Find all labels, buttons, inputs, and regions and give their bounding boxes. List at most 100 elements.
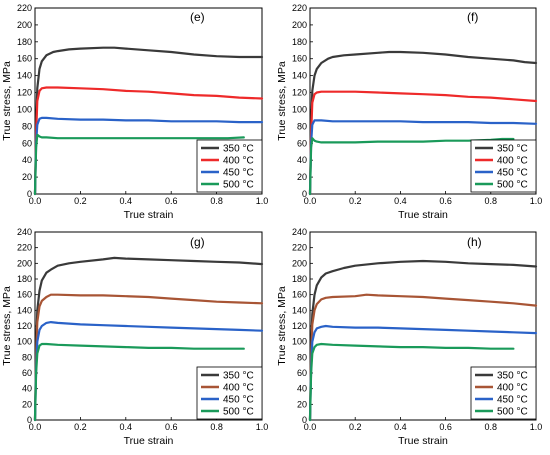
y-tick-label: 120 (17, 88, 32, 98)
y-tick-label: 60 (22, 368, 32, 378)
chart-panel-g: 0 20 40 60 80 100 120 140 160 180 200 220 240 0.0 0.2 0… (1, 227, 268, 447)
x-tick-label: 0.8 (210, 422, 223, 432)
y-tick-label: 120 (17, 321, 32, 331)
y-tick-label: 100 (17, 104, 32, 114)
y-tick-label: 200 (17, 258, 32, 268)
x-tick-label: 1.0 (256, 422, 269, 432)
y-tick-label: 180 (17, 274, 32, 284)
series-line-1 (33, 46, 264, 196)
y-tick-label: 180 (17, 37, 32, 47)
y-tick-label: 60 (297, 138, 307, 148)
legend-entry: 400 °C (497, 383, 528, 394)
legend-entry: 350 °C (497, 144, 528, 155)
y-tick-label: 200 (292, 258, 307, 268)
y-axis-label: True stress, MPa (1, 286, 13, 366)
x-tick-label: 0.4 (120, 196, 133, 206)
chart-panel-f: 0 20 40 60 80 100 120 140 160 180 200 220 0.0 0.2 0.4 0… (276, 3, 542, 221)
y-tick-label: 160 (292, 54, 307, 64)
y-tick-label: 160 (292, 290, 307, 300)
y-tick-label: 220 (17, 243, 32, 253)
x-tick-label: 1.0 (530, 422, 543, 432)
series-line-4 (308, 342, 515, 422)
y-tick-label: 100 (17, 337, 32, 347)
y-tick-label: 220 (292, 243, 307, 253)
y-tick-label: 100 (292, 104, 307, 114)
y-tick-label: 160 (17, 54, 32, 64)
x-tick-label: 0.6 (165, 422, 178, 432)
x-tick-label: 0.0 (304, 196, 317, 206)
y-tick-label: 120 (292, 321, 307, 331)
series-line-3 (308, 119, 538, 196)
y-tick-label: 80 (297, 121, 307, 131)
y-tick-label: 240 (292, 227, 307, 237)
y-tick-label: 200 (17, 20, 32, 30)
legend-entry: 400 °C (223, 156, 254, 167)
x-tick-label: 1.0 (256, 196, 269, 206)
x-tick-label: 1.0 (530, 196, 543, 206)
chart-panel-h: 0 20 40 60 80 100 120 140 160 180 200 220 240 0.0 0.2 0… (276, 227, 542, 447)
x-tick-label: 0.4 (394, 196, 407, 206)
y-tick-label: 0 (27, 189, 32, 199)
y-tick-label: 140 (17, 71, 32, 81)
y-tick-label: 120 (292, 88, 307, 98)
x-axis-label: True strain (398, 209, 448, 221)
x-axis-label: True strain (398, 435, 448, 447)
x-tick-label: 0.0 (304, 422, 317, 432)
x-tick-label: 0.6 (165, 196, 178, 206)
series-line-3 (33, 321, 264, 422)
y-tick-label: 40 (297, 155, 307, 165)
y-tick-label: 240 (17, 227, 32, 237)
legend-entry: 350 °C (223, 371, 254, 382)
y-tick-label: 100 (292, 337, 307, 347)
y-tick-label: 80 (297, 352, 307, 362)
y-tick-label: 140 (292, 71, 307, 81)
x-tick-label: 0.6 (439, 196, 452, 206)
y-axis-label: True stress, MPa (1, 61, 13, 141)
series-line-2 (308, 293, 538, 422)
y-tick-label: 20 (22, 399, 32, 409)
x-axis-label: True strain (124, 435, 174, 447)
x-tick-label: 0.2 (74, 422, 87, 432)
panel-label: (h) (467, 235, 482, 249)
x-tick-label: 0.8 (485, 422, 498, 432)
y-tick-label: 220 (292, 3, 307, 13)
series-line-4 (33, 342, 245, 422)
legend-entry: 500 °C (223, 407, 254, 418)
y-axis-label: True stress, MPa (276, 61, 288, 141)
y-axis-label: True stress, MPa (276, 286, 288, 366)
x-axis-label: True strain (124, 209, 174, 221)
y-tick-label: 20 (22, 172, 32, 182)
legend-entry: 400 °C (223, 383, 254, 394)
x-tick-label: 0.2 (349, 196, 362, 206)
series-line-2 (33, 86, 264, 196)
panel-label: (g) (190, 235, 205, 249)
y-tick-label: 0 (302, 189, 307, 199)
legend-entry: 450 °C (223, 395, 254, 406)
legend-entry: 450 °C (497, 168, 528, 179)
x-tick-label: 0.2 (74, 196, 87, 206)
y-tick-label: 220 (17, 3, 32, 13)
series-line-3 (33, 116, 264, 196)
series-line-1 (308, 50, 538, 196)
legend-entry: 350 °C (497, 371, 528, 382)
panel-label: (e) (190, 10, 205, 24)
y-tick-label: 60 (297, 368, 307, 378)
y-tick-label: 160 (17, 290, 32, 300)
y-tick-label: 0 (27, 415, 32, 425)
x-tick-label: 0.4 (394, 422, 407, 432)
x-tick-label: 0.8 (210, 196, 223, 206)
legend-entry: 350 °C (223, 144, 254, 155)
y-tick-label: 180 (292, 37, 307, 47)
y-tick-label: 180 (292, 274, 307, 284)
legend-entry: 400 °C (497, 156, 528, 167)
y-tick-label: 20 (297, 399, 307, 409)
y-tick-label: 0 (302, 415, 307, 425)
x-tick-label: 0.4 (120, 422, 133, 432)
series-line-4 (33, 133, 245, 196)
series-line-2 (308, 90, 538, 196)
series-line-1 (33, 256, 264, 422)
chart-panel-e: 0 20 40 60 80 100 120 140 160 180 200 220 0.0 0.2 0.4 0… (1, 3, 268, 221)
